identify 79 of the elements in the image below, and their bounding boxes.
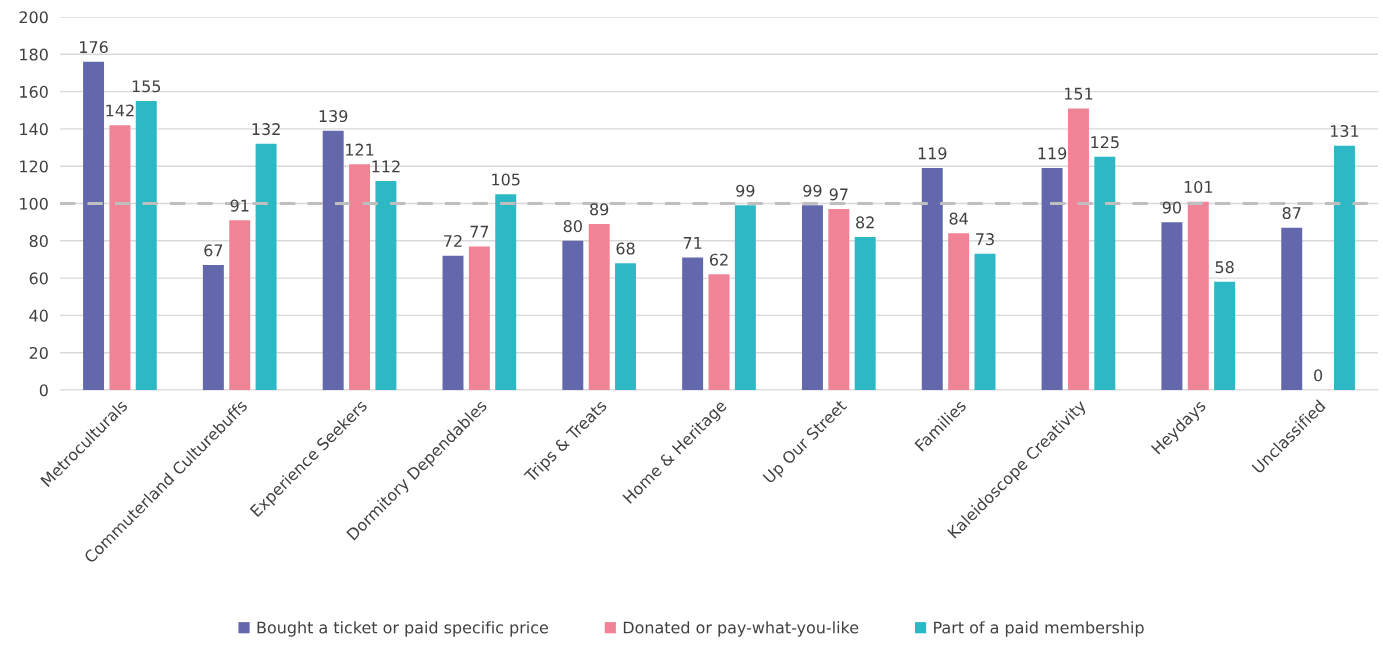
bar [135, 100, 157, 390]
data-label: 97 [829, 188, 848, 201]
data-label: 87 [1282, 207, 1301, 220]
data-label: 82 [856, 216, 874, 229]
y-tick-label: 140 [20, 123, 48, 136]
bar [495, 194, 517, 390]
data-label: 72 [444, 234, 462, 247]
y-tick-label: 80 [29, 235, 48, 248]
y-tick-label: 0 [39, 384, 48, 397]
legend-label: Bought a ticket or paid specific price [257, 621, 548, 637]
data-label: 125 [1091, 136, 1119, 149]
data-label: 80 [563, 220, 582, 233]
data-label: 99 [736, 184, 755, 197]
data-label: 119 [918, 147, 947, 160]
bar [229, 220, 251, 390]
data-label: 112 [372, 160, 400, 173]
y-tick-label: 160 [20, 85, 48, 98]
bar [255, 143, 277, 390]
bar [682, 257, 704, 390]
bar [921, 168, 943, 390]
bar [468, 246, 490, 390]
bar [1214, 281, 1236, 390]
bar [828, 209, 850, 390]
bar [1333, 145, 1355, 390]
data-label: 151 [1064, 87, 1093, 100]
y-tick-label: 60 [29, 272, 48, 285]
y-tick-label: 180 [20, 48, 48, 61]
data-label: 132 [252, 123, 280, 136]
bar [708, 274, 730, 390]
bar [442, 255, 464, 390]
data-label: 67 [204, 244, 223, 257]
legend-label: Part of a paid membership [934, 621, 1144, 637]
y-tick-label: 120 [20, 160, 48, 173]
data-label: 142 [106, 104, 134, 117]
bar [1161, 222, 1183, 390]
bar [1187, 201, 1209, 390]
data-label: 77 [470, 225, 489, 238]
data-label: 119 [1038, 147, 1067, 160]
y-tick-label: 20 [29, 346, 48, 359]
bar [349, 164, 371, 390]
data-label: 155 [132, 80, 161, 93]
data-label: 62 [709, 253, 728, 266]
bar [854, 237, 876, 390]
bar [588, 224, 610, 390]
legend-label: Donated or pay-what-you-like [623, 621, 859, 637]
bar [1041, 168, 1063, 390]
data-label: 131 [1330, 124, 1359, 138]
data-label: 0 [1314, 369, 1323, 382]
data-label: 84 [949, 212, 968, 225]
bar [202, 265, 224, 390]
bar [948, 233, 970, 390]
data-label: 105 [492, 173, 520, 186]
bar [801, 205, 823, 390]
bar [1094, 156, 1116, 390]
data-label: 68 [616, 242, 635, 255]
bar [734, 205, 756, 390]
y-tick-label: 100 [20, 197, 48, 210]
data-label: 90 [1162, 201, 1182, 214]
y-tick-label: 200 [19, 11, 48, 24]
data-label: 99 [803, 184, 822, 197]
bar [562, 240, 584, 390]
data-label: 71 [683, 237, 702, 249]
bar [1281, 227, 1303, 390]
bar [375, 181, 397, 390]
bar [1067, 108, 1089, 390]
data-label: 58 [1215, 261, 1234, 274]
bar [615, 263, 637, 390]
y-tick-label: 40 [29, 309, 48, 322]
bar [83, 61, 105, 390]
bar [974, 253, 996, 390]
data-label: 89 [590, 203, 609, 216]
data-label: 121 [346, 143, 374, 156]
bar [322, 130, 344, 390]
data-label: 101 [1184, 180, 1213, 193]
data-label: 73 [976, 233, 994, 246]
data-label: 139 [319, 110, 348, 123]
bar [109, 125, 131, 390]
data-label: 91 [230, 199, 249, 212]
data-label: 176 [80, 41, 108, 54]
